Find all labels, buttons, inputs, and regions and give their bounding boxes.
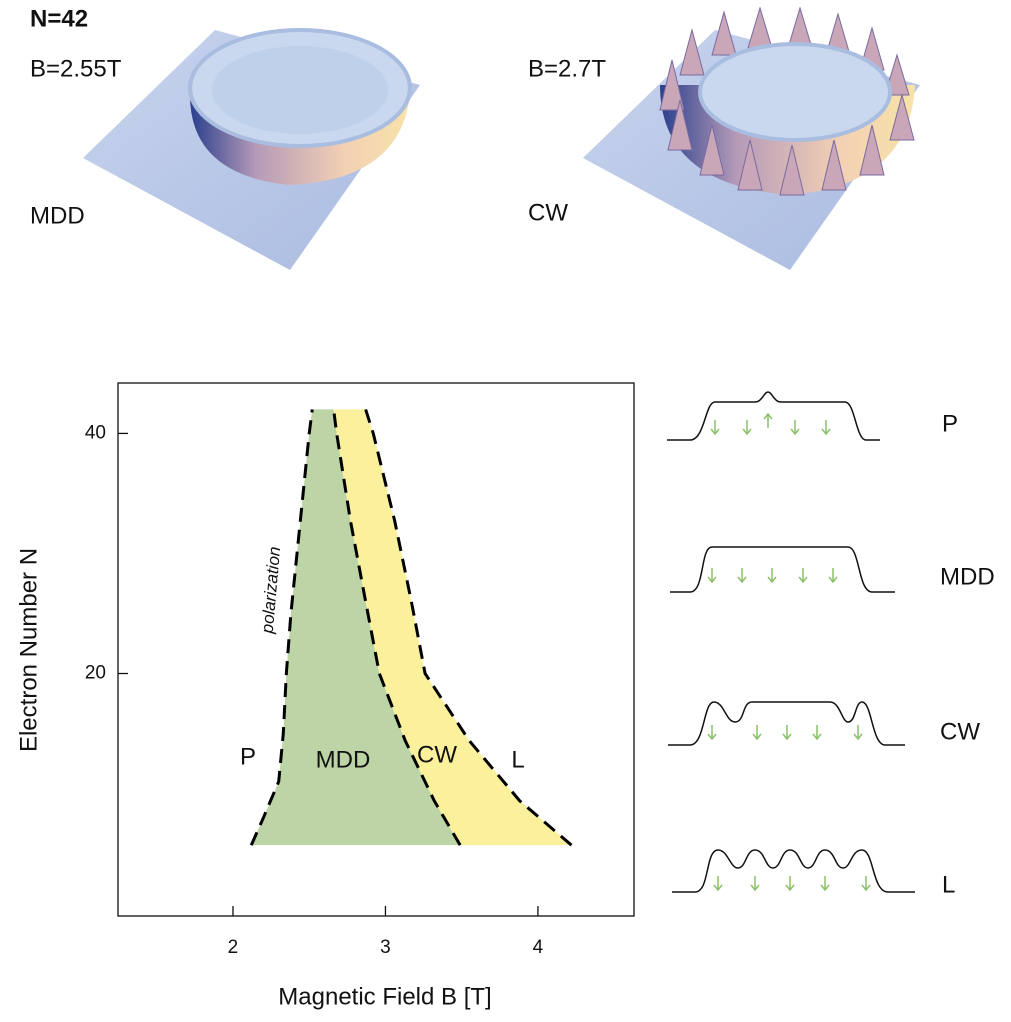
phase-boundary <box>332 409 462 846</box>
x-tick-label: 2 <box>228 937 239 958</box>
y-axis-title: Electron Number N <box>15 548 42 752</box>
phase-boundary <box>249 409 314 846</box>
panel-field: B=2.7T <box>528 55 606 82</box>
region-label: MDD <box>316 746 371 773</box>
region-label: polarization <box>258 546 285 635</box>
panel-field: B=2.55T <box>30 55 122 82</box>
profiles <box>667 391 915 893</box>
density-plot-cw <box>583 6 920 270</box>
profile-label: P <box>942 410 958 437</box>
panel-n: N=42 <box>30 5 88 32</box>
profile-label: L <box>942 871 955 898</box>
panel-state: MDD <box>30 202 85 229</box>
panel-state: CW <box>528 199 568 226</box>
y-tick-label: 20 <box>85 663 106 684</box>
phase-region <box>251 409 461 846</box>
x-tick-label: 4 <box>533 937 544 958</box>
region-label: P <box>240 743 256 770</box>
density-plot-mdd <box>83 28 420 270</box>
region-label: CW <box>417 741 457 768</box>
x-tick-label: 3 <box>380 937 391 958</box>
profile-label: MDD <box>940 563 995 590</box>
x-axis-title: Magnetic Field B [T] <box>278 983 491 1010</box>
plot-frame <box>117 382 635 917</box>
y-tick-label: 40 <box>85 422 106 443</box>
profile-label: CW <box>940 718 980 745</box>
region-label: L <box>511 746 524 773</box>
